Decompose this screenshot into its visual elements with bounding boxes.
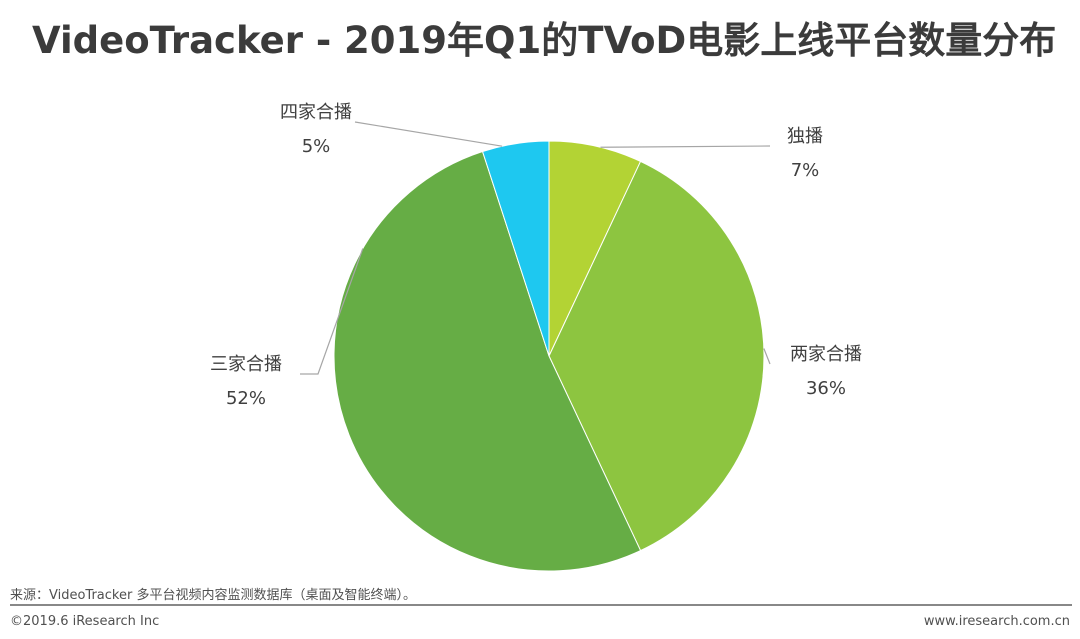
leader-line: [300, 248, 364, 375]
slice-label: 两家合播: [790, 344, 862, 365]
pie-slices: [333, 140, 765, 572]
pie-chart: 独播 7% 两家合播 36% 三家合播 52% 四家合播 5%: [210, 102, 862, 572]
footer-divider: [10, 604, 1072, 606]
pie-slice: [333, 150, 642, 572]
leader-line: [600, 145, 771, 148]
pie-slice: [481, 140, 550, 357]
chart-title: VideoTracker - 2019年Q1的TVoD电影上线平台数量分布: [32, 19, 1057, 62]
slice-value-label: 7%: [791, 160, 820, 181]
slice-label: 三家合播: [210, 354, 282, 375]
leader-line: [763, 348, 771, 365]
slice-label: 四家合播: [280, 102, 352, 123]
slice-value-label: 36%: [806, 378, 846, 399]
source-note: 来源：VideoTracker 多平台视频内容监测数据库（桌面及智能终端）。: [10, 588, 416, 603]
pie-slice: [548, 160, 765, 552]
slice-labels: 独播 7% 两家合播 36% 三家合播 52% 四家合播 5%: [210, 102, 862, 409]
slice-value-label: 5%: [302, 136, 331, 157]
leader-line: [354, 121, 503, 147]
website-link[interactable]: www.iresearch.com.cn: [923, 614, 1070, 629]
leader-lines: [300, 121, 771, 375]
copyright-text: ©2019.6 iResearch Inc: [10, 614, 160, 629]
slice-value-label: 52%: [226, 388, 266, 409]
slice-label: 独播: [787, 126, 823, 147]
